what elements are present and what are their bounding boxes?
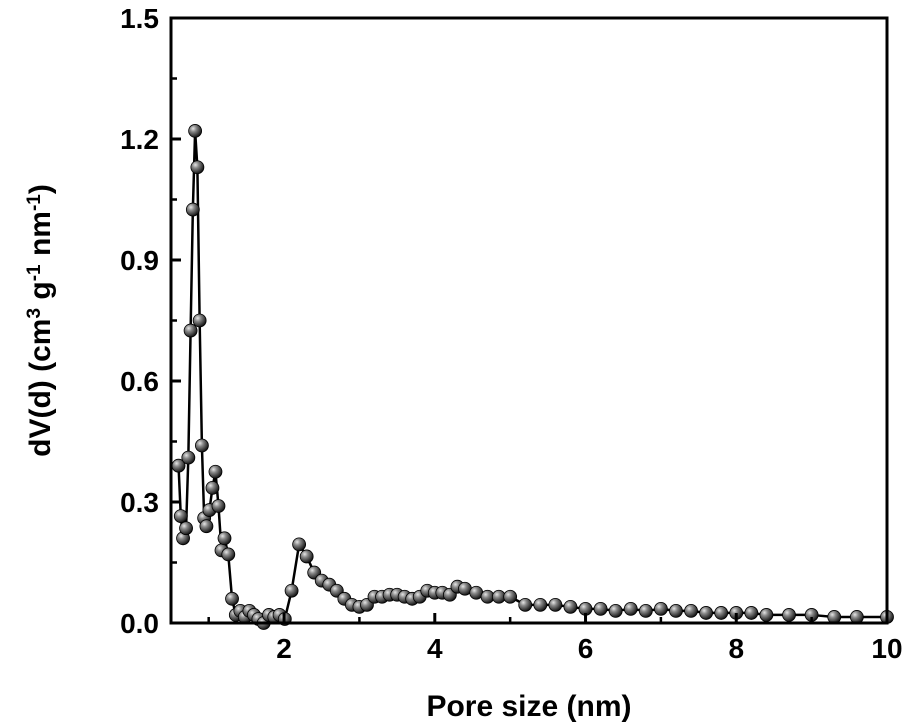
y-tick-label: 0.6 [120,366,159,397]
data-point [782,608,796,622]
data-point [217,531,232,546]
data-point [183,323,198,338]
y-axis-title-part: g [24,281,57,308]
x-tick-label: 2 [276,633,292,664]
data-point [759,608,774,622]
data-point [684,604,698,618]
data-point [211,499,226,513]
data-point [608,604,623,618]
y-axis-title-part: ) [24,184,57,194]
data-point [181,450,196,465]
y-axis-title-part: dV(d) (cm [24,319,57,457]
data-point [199,519,214,534]
axes-layer: 0.0 0.3 0.6 0.9 1.2 1.5 2 4 6 8 10 [120,3,903,664]
data-point [208,464,223,479]
y-axis-title: dV(d) (cm3 g-1 nm-1) [24,184,58,457]
data-point [548,597,563,612]
y-axis-title-part: nm [24,211,57,264]
data-point [205,480,220,495]
y-axis-title-superscript: -1 [24,264,45,281]
data-point [185,202,200,217]
data-layer [171,124,894,630]
data-point [292,537,307,552]
y-tick-label: 1.2 [120,124,159,155]
data-point [195,438,209,453]
x-tick-label: 10 [871,633,902,664]
data-point [563,599,578,614]
data-point [503,589,518,604]
data-point [284,583,299,598]
x-axis-title: Pore size (nm) [426,690,631,723]
data-point [623,601,638,616]
data-point [192,313,207,328]
y-tick-label: 0.0 [120,608,159,639]
data-point [714,606,729,620]
y-axis-title-superscript: -1 [24,194,45,211]
series-line [177,129,887,625]
data-point [744,606,759,620]
data-point [179,521,193,536]
data-point [299,549,314,564]
x-tick-label: 8 [728,633,744,664]
y-tick-label: 0.9 [120,245,159,276]
x-tick-label: 4 [427,633,443,664]
plot-frame [169,16,889,625]
data-point [533,597,548,612]
data-point [225,591,239,606]
data-point [653,601,668,616]
y-axis-title-superscript: 3 [24,308,45,319]
data-point [221,547,236,562]
data-point [173,509,188,524]
data-point [190,160,205,175]
data-point [518,597,533,612]
x-tick-label: 6 [578,633,594,664]
data-point [593,601,608,616]
data-point [188,124,203,138]
y-tick-label: 0.3 [120,487,159,518]
data-point [669,604,683,618]
data-point [699,606,714,620]
data-point [638,604,653,618]
y-tick-label: 1.5 [120,3,159,34]
